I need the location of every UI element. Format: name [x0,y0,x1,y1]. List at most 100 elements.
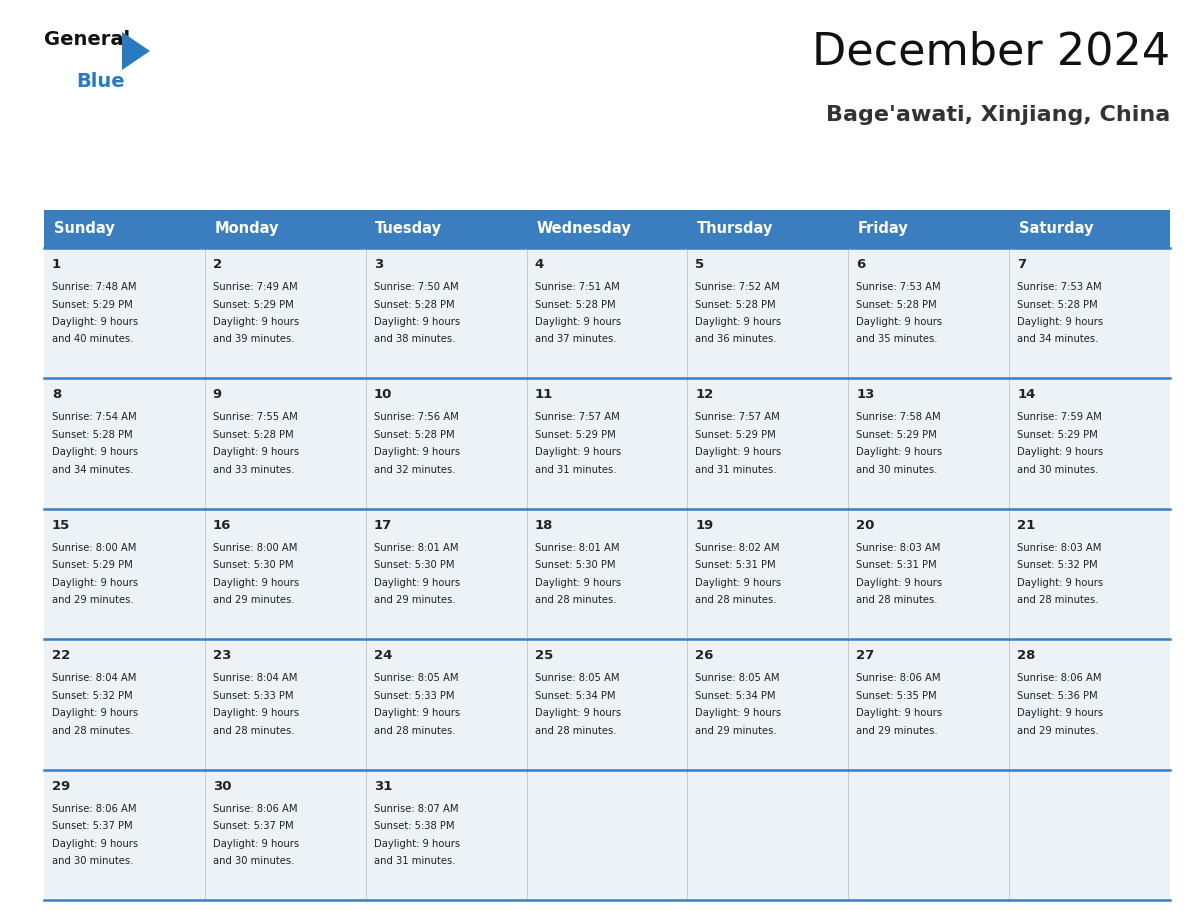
Text: Sunset: 5:31 PM: Sunset: 5:31 PM [695,560,776,570]
Text: 31: 31 [374,779,392,792]
Text: 26: 26 [695,649,714,662]
Text: Sunset: 5:33 PM: Sunset: 5:33 PM [374,690,454,700]
Text: Wednesday: Wednesday [536,221,631,237]
Text: and 37 minutes.: and 37 minutes. [535,334,617,344]
Text: Sunrise: 8:06 AM: Sunrise: 8:06 AM [213,803,297,813]
Bar [44,378,204,509]
Text: 30: 30 [213,779,232,792]
Text: Sunset: 5:29 PM: Sunset: 5:29 PM [52,560,133,570]
Text: Sunrise: 7:57 AM: Sunrise: 7:57 AM [535,412,619,422]
Text: 16: 16 [213,519,232,532]
Bar [526,378,688,509]
Bar [44,248,204,378]
Text: 2: 2 [213,258,222,271]
Text: Sunset: 5:32 PM: Sunset: 5:32 PM [52,690,133,700]
Text: Sunset: 5:28 PM: Sunset: 5:28 PM [374,430,454,440]
Text: Thursday: Thursday [697,221,773,237]
Text: Sunset: 5:38 PM: Sunset: 5:38 PM [374,821,454,831]
Text: Daylight: 9 hours: Daylight: 9 hours [374,577,460,588]
Text: 21: 21 [1017,519,1036,532]
Text: Friday: Friday [858,221,909,237]
Text: and 31 minutes.: and 31 minutes. [374,856,455,866]
Text: Daylight: 9 hours: Daylight: 9 hours [1017,447,1104,457]
Bar [204,509,366,639]
Text: Sunrise: 8:05 AM: Sunrise: 8:05 AM [695,673,781,683]
Bar [1009,210,1170,248]
Bar [44,509,204,639]
Text: and 29 minutes.: and 29 minutes. [213,595,295,605]
Bar [366,769,526,900]
Text: Sunrise: 7:54 AM: Sunrise: 7:54 AM [52,412,137,422]
Text: and 34 minutes.: and 34 minutes. [1017,334,1099,344]
Bar [366,509,526,639]
Bar [688,509,848,639]
Text: Sunrise: 7:58 AM: Sunrise: 7:58 AM [857,412,941,422]
Text: Daylight: 9 hours: Daylight: 9 hours [857,708,942,718]
Text: and 30 minutes.: and 30 minutes. [52,856,133,866]
Bar [44,769,204,900]
Text: 24: 24 [374,649,392,662]
Text: Daylight: 9 hours: Daylight: 9 hours [1017,577,1104,588]
Text: Daylight: 9 hours: Daylight: 9 hours [857,447,942,457]
Text: and 29 minutes.: and 29 minutes. [374,595,455,605]
Text: Daylight: 9 hours: Daylight: 9 hours [535,708,620,718]
Text: Sunset: 5:29 PM: Sunset: 5:29 PM [695,430,776,440]
Text: Sunset: 5:28 PM: Sunset: 5:28 PM [374,299,454,309]
Text: 27: 27 [857,649,874,662]
Text: Daylight: 9 hours: Daylight: 9 hours [374,839,460,848]
Bar [688,248,848,378]
Text: Sunrise: 7:51 AM: Sunrise: 7:51 AM [535,282,619,292]
Bar [526,639,688,769]
Bar [1009,509,1170,639]
Bar [204,378,366,509]
Bar [204,639,366,769]
Text: and 32 minutes.: and 32 minutes. [374,465,455,475]
Bar [688,210,848,248]
Text: and 29 minutes.: and 29 minutes. [52,595,133,605]
Text: 13: 13 [857,388,874,401]
Bar [848,509,1009,639]
Text: Sunset: 5:28 PM: Sunset: 5:28 PM [695,299,776,309]
Text: Sunrise: 8:00 AM: Sunrise: 8:00 AM [52,543,137,553]
Text: Daylight: 9 hours: Daylight: 9 hours [52,839,138,848]
Text: 14: 14 [1017,388,1036,401]
Text: Sunrise: 7:56 AM: Sunrise: 7:56 AM [374,412,459,422]
Text: Sunrise: 7:52 AM: Sunrise: 7:52 AM [695,282,781,292]
Text: 25: 25 [535,649,552,662]
Text: 1: 1 [52,258,61,271]
Text: and 29 minutes.: and 29 minutes. [1017,726,1099,735]
Text: Sunset: 5:29 PM: Sunset: 5:29 PM [213,299,293,309]
Bar [688,769,848,900]
Text: Daylight: 9 hours: Daylight: 9 hours [374,447,460,457]
Bar [204,769,366,900]
Text: Sunset: 5:34 PM: Sunset: 5:34 PM [695,690,776,700]
Text: and 28 minutes.: and 28 minutes. [695,595,777,605]
Text: Sunset: 5:30 PM: Sunset: 5:30 PM [535,560,615,570]
Text: Daylight: 9 hours: Daylight: 9 hours [857,577,942,588]
Text: Daylight: 9 hours: Daylight: 9 hours [374,317,460,327]
Bar [44,210,204,248]
Text: and 28 minutes.: and 28 minutes. [374,726,455,735]
Text: and 34 minutes.: and 34 minutes. [52,465,133,475]
Text: Sunset: 5:34 PM: Sunset: 5:34 PM [535,690,615,700]
Text: Daylight: 9 hours: Daylight: 9 hours [213,317,299,327]
Bar [848,248,1009,378]
Text: Daylight: 9 hours: Daylight: 9 hours [374,708,460,718]
Text: 4: 4 [535,258,544,271]
Text: Sunrise: 7:49 AM: Sunrise: 7:49 AM [213,282,297,292]
Bar [44,639,204,769]
Text: and 28 minutes.: and 28 minutes. [857,595,937,605]
Text: Daylight: 9 hours: Daylight: 9 hours [535,317,620,327]
Bar [848,639,1009,769]
Text: 23: 23 [213,649,232,662]
Text: 15: 15 [52,519,70,532]
Text: 8: 8 [52,388,62,401]
Text: Sunset: 5:28 PM: Sunset: 5:28 PM [857,299,937,309]
Bar [366,639,526,769]
Bar [526,769,688,900]
Text: Sunrise: 7:57 AM: Sunrise: 7:57 AM [695,412,781,422]
Bar [526,248,688,378]
Bar [1009,769,1170,900]
Text: 10: 10 [374,388,392,401]
Text: Sunrise: 7:59 AM: Sunrise: 7:59 AM [1017,412,1102,422]
